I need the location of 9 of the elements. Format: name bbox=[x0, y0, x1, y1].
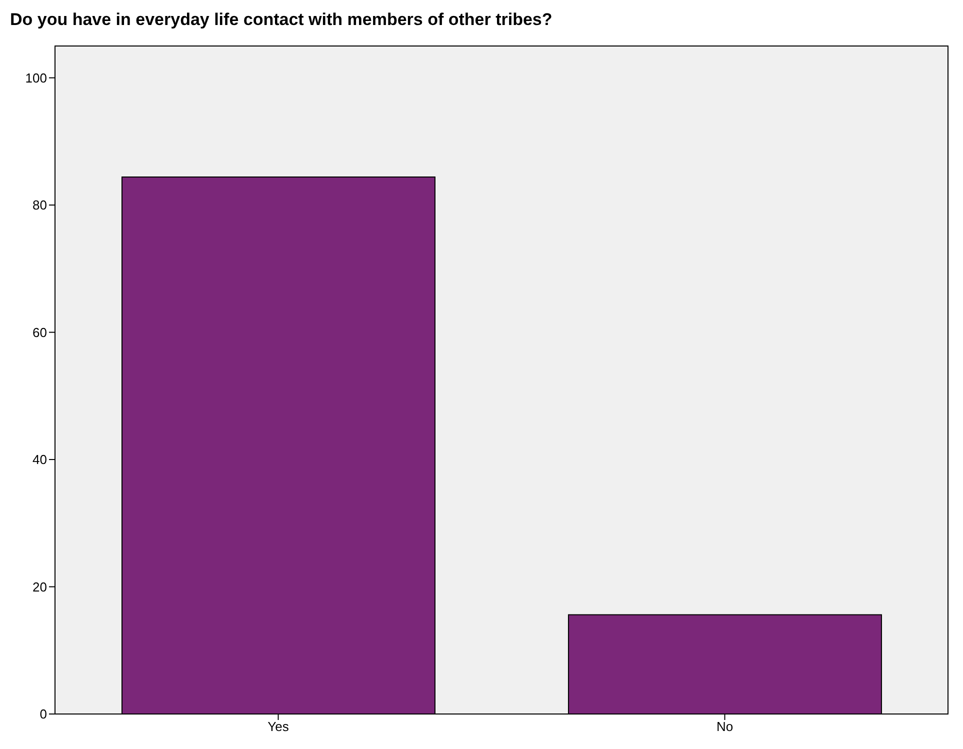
y-tick-label: 20 bbox=[32, 579, 47, 594]
y-tick-label: 0 bbox=[40, 706, 47, 722]
y-tick-label: 40 bbox=[32, 452, 47, 468]
x-tick-label: No bbox=[716, 719, 734, 734]
y-tick-label: 100 bbox=[25, 70, 47, 86]
x-tick-label: Yes bbox=[268, 719, 290, 734]
y-tick-label: 60 bbox=[32, 324, 47, 340]
y-tick-label: 80 bbox=[32, 198, 47, 213]
chart-title: Do you have in everyday life contact with members of other tribes? bbox=[10, 10, 552, 30]
